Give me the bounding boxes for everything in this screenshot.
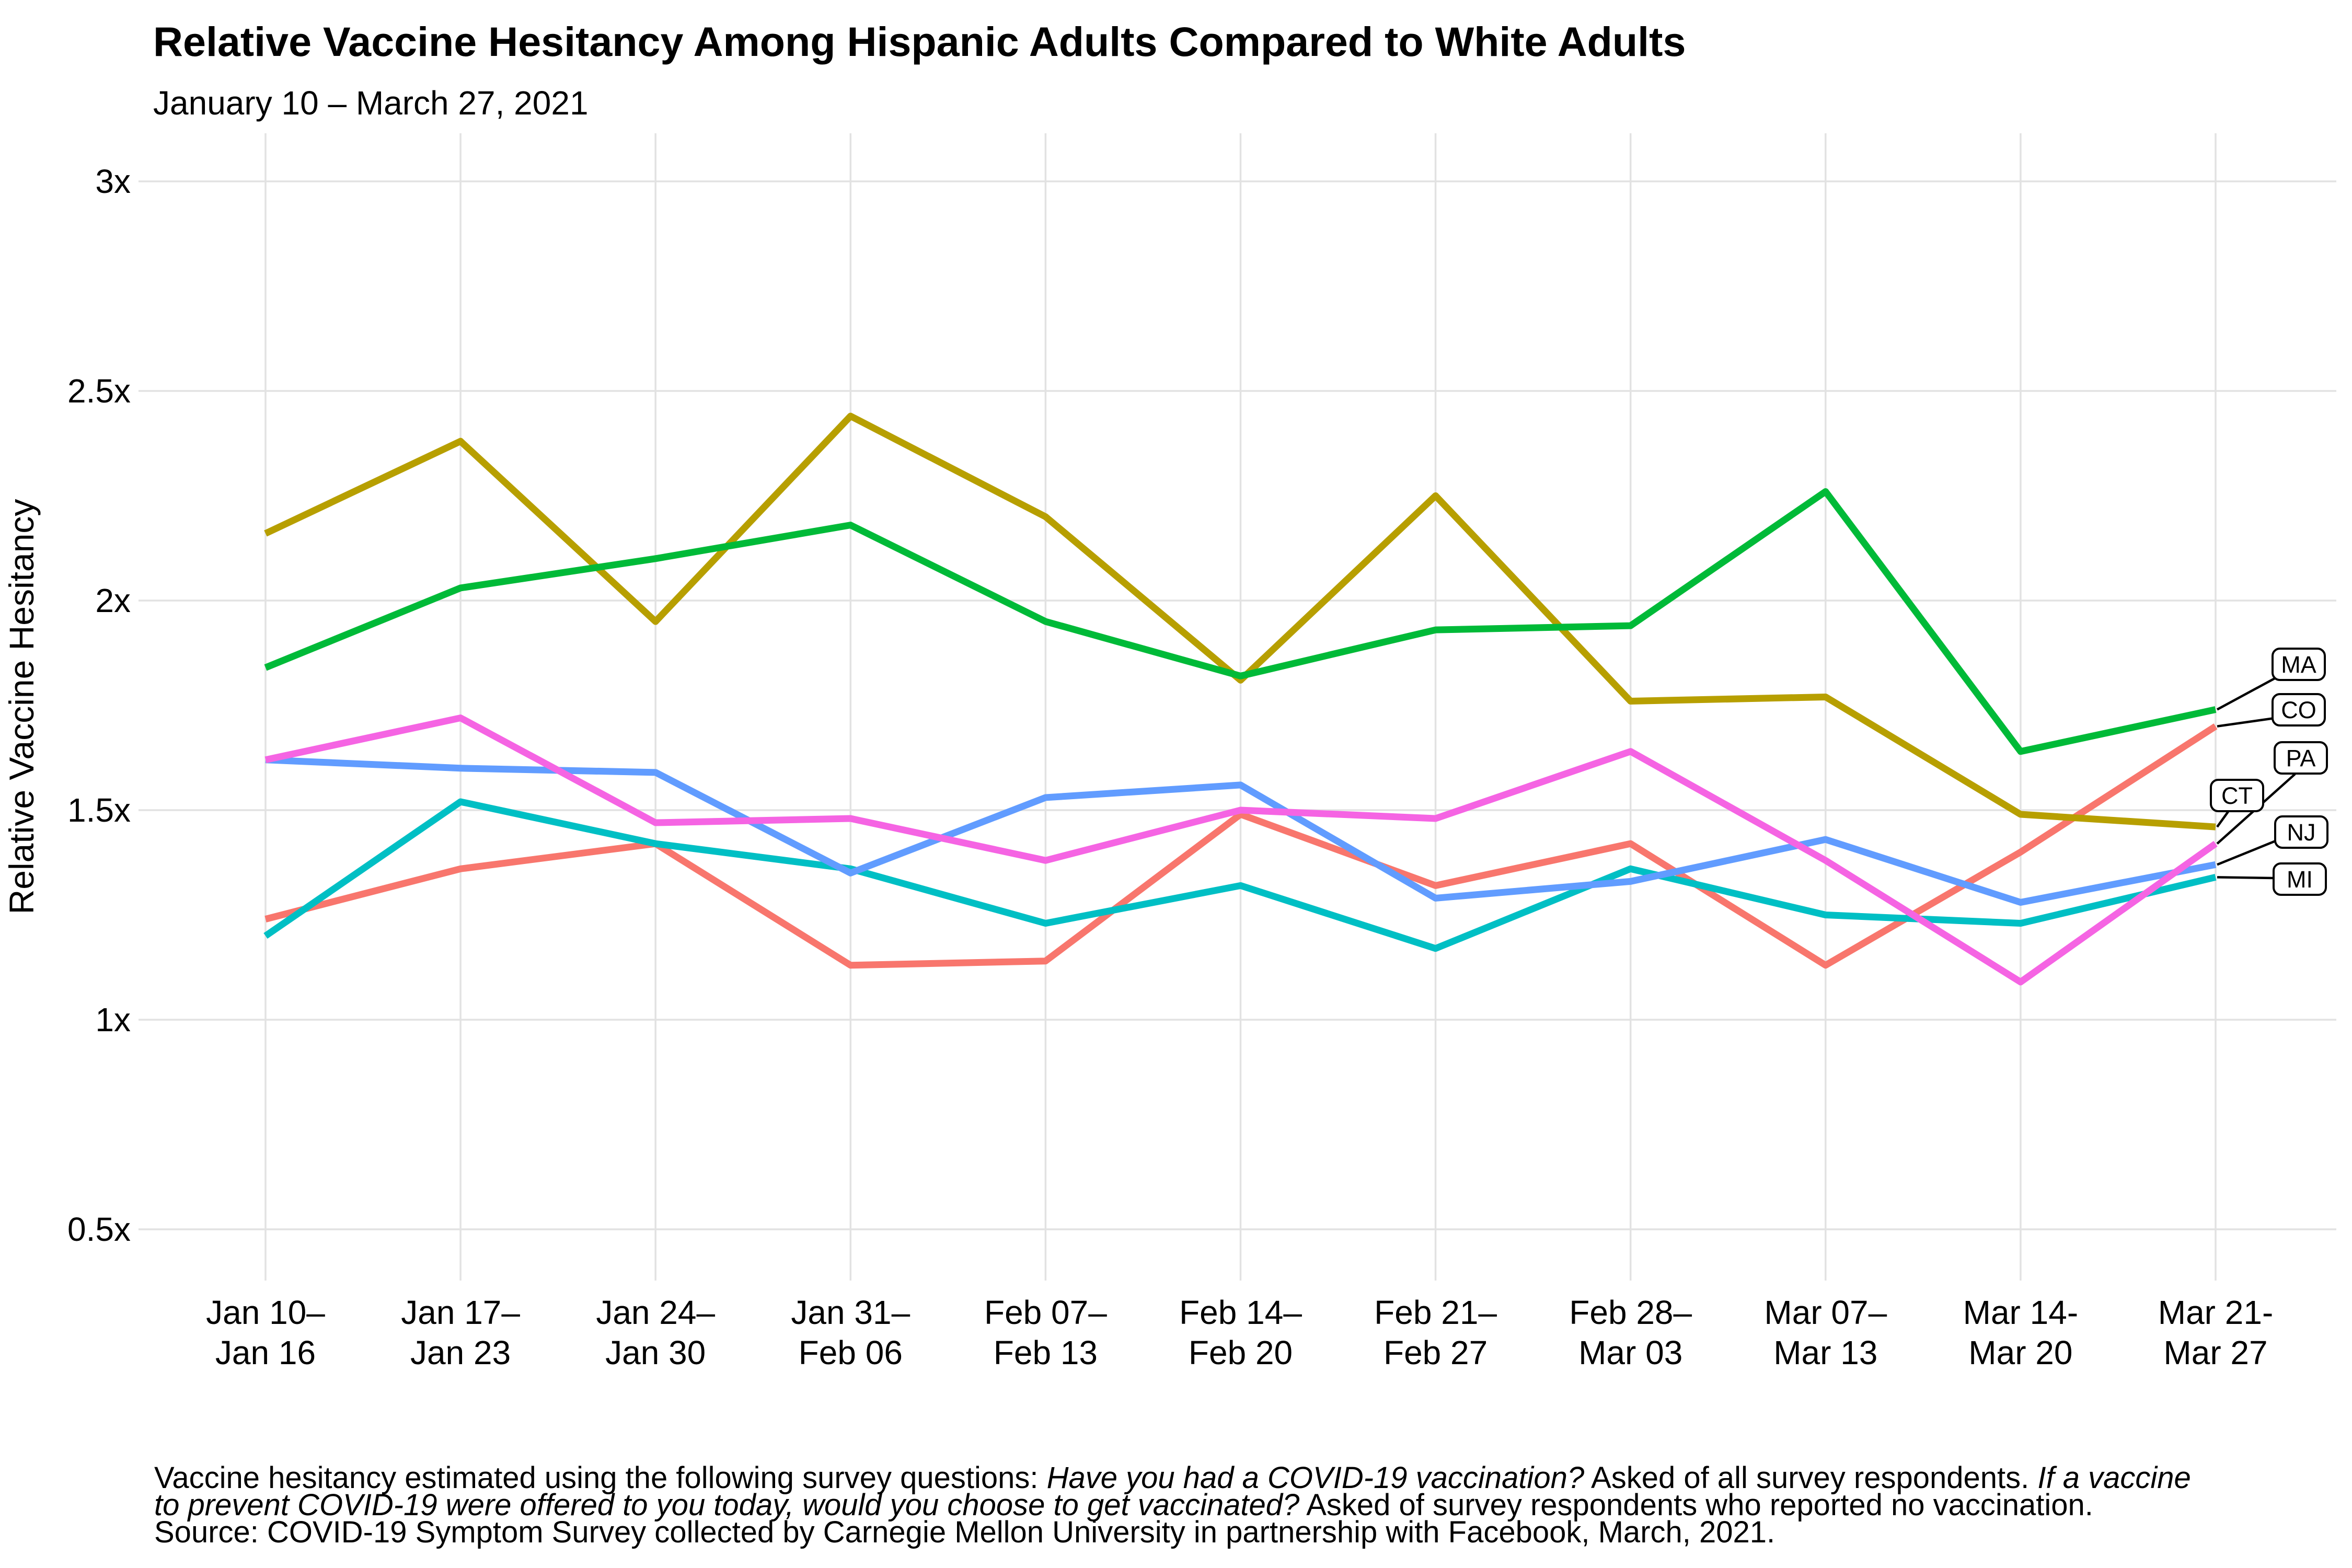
x-tick-label-line1: Feb 21– [1374,1294,1497,1331]
x-tick-label-line2: Jan 30 [605,1334,706,1371]
caption-line: Source: COVID-19 Symptom Survey collecte… [154,1517,2191,1548]
series-line-MA [264,488,2217,755]
caption-segment: Source: COVID-19 Symptom Survey collecte… [154,1515,1775,1549]
caption-line: Vaccine hesitancy estimated using the fo… [154,1463,2191,1493]
x-axis-labels: Jan 10–Jan 16 Jan 17–Jan 23 Jan 24–Jan 30 J… [206,1294,2273,1371]
x-tick-label-line2: Feb 13 [994,1334,1098,1371]
x-tick-label-line1: Mar 07– [1764,1294,1887,1331]
chart-caption: Vaccine hesitancy estimated using the fo… [154,1463,2191,1548]
state-label-NJ: NJ [2287,819,2316,846]
x-tick-label-line2: Mar 13 [1773,1334,1877,1371]
state-label-box-PA [2274,741,2328,775]
label-leader-CT [2216,811,2229,828]
state-label-MI: MI [2287,866,2313,893]
x-tick-label-line2: Feb 27 [1383,1334,1488,1371]
x-tick-label-line1: Feb 14– [1179,1294,1302,1331]
chart-subtitle: January 10 – March 27, 2021 [153,84,589,122]
state-label-CT: CT [2221,782,2253,809]
x-tick-label-line2: Jan 23 [410,1334,511,1371]
caption-line: to prevent COVID-19 were offered to you … [154,1490,2191,1520]
y-axis-labels: 3x 2.5x 2x 1.5x 1x 0.5x [67,163,131,1248]
x-tick-label-line1: Mar 14- [1963,1294,2079,1331]
state-label-box-MA [2272,648,2326,681]
state-label-PA: PA [2286,745,2316,771]
x-tick-label-line1: Jan 10– [206,1294,325,1331]
x-tick-label-line1: Mar 21- [2158,1294,2274,1331]
x-tick-label-line1: Feb 07– [984,1294,1107,1331]
series-line-NJ [265,756,2217,906]
y-tick-label: 2x [95,582,131,619]
caption-segment: Vaccine hesitancy estimated using the fo… [154,1461,1047,1495]
caption-italic-segment: If a vaccine [2037,1461,2191,1495]
caption-segment: Asked of all survey respondents. [1584,1461,2038,1495]
label-leader-MI [2217,876,2275,880]
x-tick-label-line1: Jan 31– [791,1294,910,1331]
label-leader-CO [2217,717,2275,728]
state-label-MA: MA [2281,651,2316,678]
x-tick-label-line2: Mar 03 [1578,1334,1682,1371]
y-tick-label: 1.5x [67,791,131,829]
series-line-PA [264,714,2218,986]
y-tick-label: 1x [95,1001,131,1039]
x-tick-label-line2: Feb 06 [799,1334,903,1371]
x-tick-label-line2: Mar 27 [2163,1334,2267,1371]
end-labels: MA CO PA CT NJ MI [2210,648,2328,896]
label-leader-NJ [2217,839,2277,866]
x-tick-label-line2: Feb 20 [1189,1334,1293,1371]
state-label-CO: CO [2281,697,2316,723]
x-tick-label-line1: Feb 28– [1569,1294,1692,1331]
y-tick-label: 0.5x [67,1210,131,1248]
series-line-MI [263,798,2217,952]
gridlines [139,133,2336,1281]
state-label-box-NJ [2274,815,2328,849]
caption-italic-segment: Have you had a COVID-19 vaccination? [1046,1461,1585,1495]
series-line-CT [264,412,2216,831]
state-label-box-CO [2272,693,2326,727]
y-tick-label: 3x [95,163,131,200]
y-axis-title: Relative Vaccine Hesitancy [2,499,41,915]
x-tick-label-line2: Jan 16 [215,1334,316,1371]
x-tick-label-line2: Mar 20 [1968,1334,2072,1371]
caption-italic-segment: to prevent COVID-19 were offered to you … [154,1488,1300,1522]
series-line-CO [264,723,2218,969]
series-lines [263,412,2218,986]
state-label-box-MI [2273,862,2327,896]
caption-segment: Asked of survey respondents who reported… [1299,1488,2093,1522]
y-tick-label: 2.5x [67,372,131,410]
label-leader-MA [2216,677,2276,711]
x-tick-label-line1: Jan 24– [596,1294,715,1331]
x-tick-label-line1: Jan 17– [401,1294,520,1331]
state-label-box-CT [2210,779,2264,812]
chart-title: Relative Vaccine Hesitancy Among Hispani… [153,18,1686,65]
